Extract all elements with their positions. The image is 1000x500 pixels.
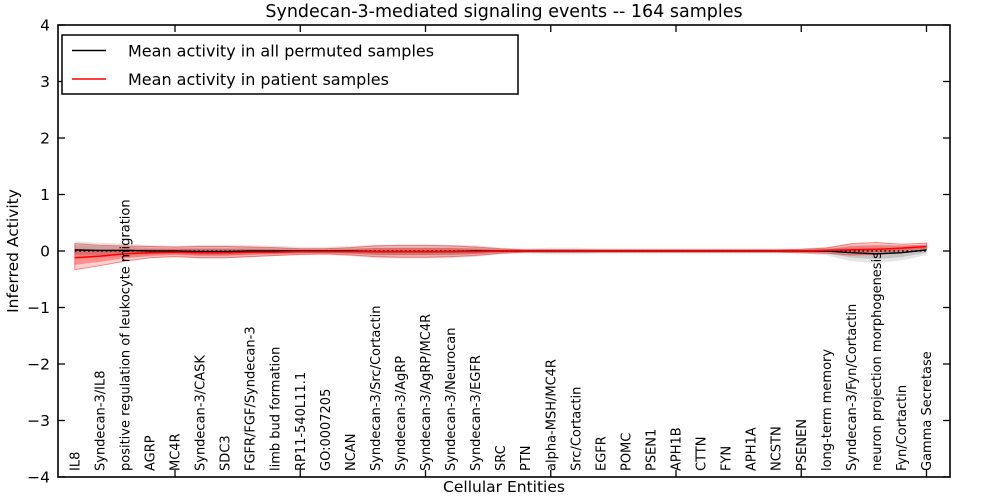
x-category-label: Syndecan-3/AgRP/MC4R bbox=[419, 314, 434, 471]
x-category-label: neuron projection morphogenesis bbox=[870, 252, 885, 471]
y-tick-label: −1 bbox=[27, 299, 50, 317]
x-category-label: Syndecan-3/Fyn/Cortactin bbox=[845, 304, 860, 471]
x-category-label: PSEN1 bbox=[644, 429, 659, 471]
x-category-label: NCSTN bbox=[770, 426, 785, 471]
x-category-label: PSENEN bbox=[795, 419, 810, 471]
x-category-label: positive regulation of leukocyte migrati… bbox=[118, 199, 133, 471]
x-category-label: SRC bbox=[494, 445, 509, 471]
y-tick-label: 1 bbox=[40, 186, 50, 204]
x-category-label: Src/Cortactin bbox=[569, 387, 584, 471]
x-category-label: FGFR/FGF/Syndecan-3 bbox=[244, 326, 259, 471]
x-category-label: IL8 bbox=[68, 452, 83, 471]
y-axis-label: Inferred Activity bbox=[4, 189, 22, 313]
y-tick-label: −3 bbox=[27, 412, 50, 430]
x-category-label: SDC3 bbox=[219, 435, 234, 471]
y-tick-labels: 4 3 2 1 0 −1 −2 −3 −4 bbox=[27, 17, 50, 487]
legend-box bbox=[61, 34, 519, 95]
x-category-label: Gamma Secretase bbox=[920, 351, 935, 471]
legend-label-permuted: Mean activity in all permuted samples bbox=[128, 42, 434, 61]
x-category-label: GO:0007205 bbox=[319, 389, 334, 471]
x-category-label: Syndecan-3/AgRP bbox=[394, 356, 409, 471]
x-category-label: Syndecan-3/Src/Cortactin bbox=[369, 305, 384, 471]
chart-title: Syndecan-3-mediated signaling events -- … bbox=[265, 2, 742, 22]
x-category-label: APH1A bbox=[745, 427, 760, 471]
x-category-label: MC4R bbox=[169, 433, 184, 471]
x-category-label: NCAN bbox=[344, 434, 359, 471]
legend-label-patient: Mean activity in patient samples bbox=[128, 70, 389, 89]
permuted-band-outer bbox=[74, 241, 927, 264]
y-tick-label: −4 bbox=[27, 469, 50, 487]
x-axis-label: Cellular Entities bbox=[443, 478, 565, 496]
x-category-label: limb bud formation bbox=[269, 347, 284, 471]
y-tick-label: −2 bbox=[27, 356, 50, 374]
x-category-labels: IL8 Syndecan-3/IL8 positive regulation of … bbox=[68, 199, 935, 471]
y-tick-label: 0 bbox=[40, 243, 50, 261]
legend: Mean activity in all permuted samples Me… bbox=[61, 34, 519, 95]
axis-ticks bbox=[58, 24, 950, 478]
patient-band-inner bbox=[74, 244, 927, 265]
x-category-label: Syndecan-3/IL8 bbox=[93, 371, 108, 471]
x-category-label: FYN bbox=[720, 446, 735, 471]
x-category-label: APH1B bbox=[670, 427, 685, 471]
x-category-label: CTTN bbox=[695, 437, 710, 471]
x-category-label: RP11-540L11.1 bbox=[294, 372, 309, 471]
series-lines bbox=[74, 245, 927, 259]
y-tick-label: 4 bbox=[40, 17, 50, 35]
x-category-label: Fyn/Cortactin bbox=[895, 385, 910, 471]
x-category-label: Syndecan-3/EGFR bbox=[469, 355, 484, 471]
x-category-label: Syndecan-3/Neurocan bbox=[444, 328, 459, 471]
x-category-label: AGRP bbox=[143, 435, 158, 471]
y-tick-label: 3 bbox=[40, 73, 50, 91]
x-category-label: PTN bbox=[519, 445, 534, 471]
y-tick-label: 2 bbox=[40, 130, 50, 148]
x-category-label: Syndecan-3/CASK bbox=[194, 355, 209, 471]
patient-mean-line bbox=[74, 245, 927, 259]
x-category-label: alpha-MSH/MC4R bbox=[544, 359, 559, 471]
x-category-label: POMC bbox=[619, 433, 634, 471]
x-category-label: long-term memory bbox=[820, 349, 835, 471]
permuted-band-inner bbox=[74, 245, 927, 260]
x-category-label: EGFR bbox=[594, 436, 609, 471]
